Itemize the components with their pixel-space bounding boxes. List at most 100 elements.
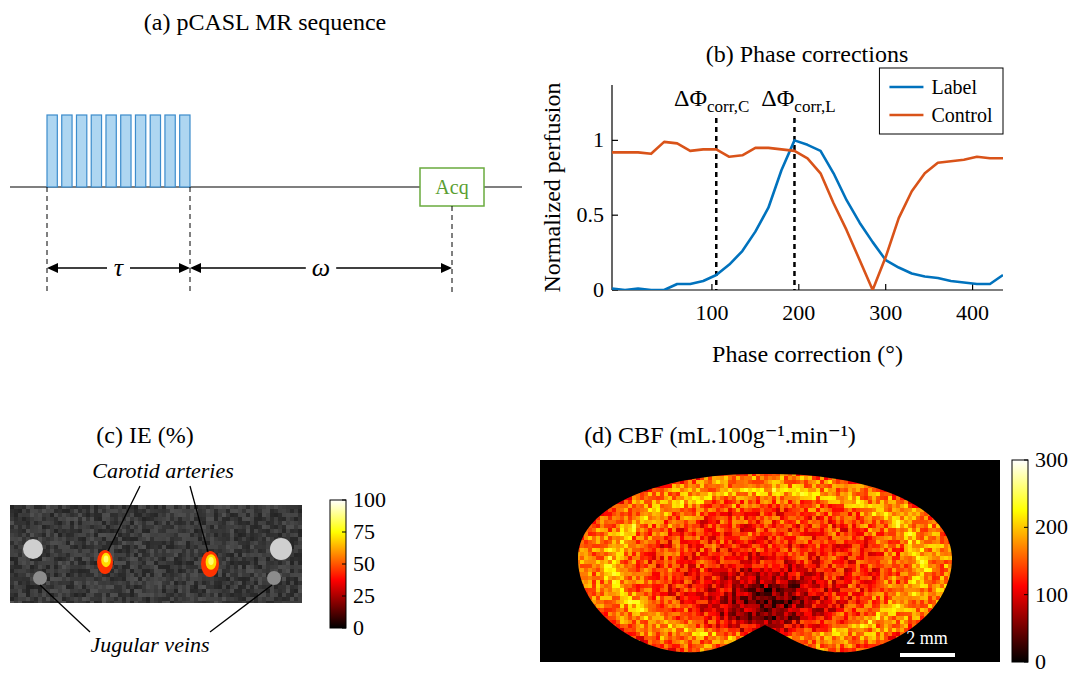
image-pixel: [86, 585, 90, 589]
image-pixel: [82, 553, 86, 557]
image-pixel: [182, 509, 186, 513]
cbf-image-background: [540, 460, 1000, 662]
image-pixel: [186, 581, 190, 585]
image-pixel: [50, 577, 54, 581]
x-axis-title: Phase correction (°): [712, 341, 903, 367]
image-pixel: [258, 581, 262, 585]
image-pixel: [130, 517, 134, 521]
image-pixel: [210, 521, 214, 525]
image-pixel: [190, 573, 194, 577]
image-pixel: [54, 553, 58, 557]
image-pixel: [190, 525, 194, 529]
image-pixel: [74, 521, 78, 525]
image-pixel: [226, 569, 230, 573]
image-pixel: [282, 593, 286, 597]
vein-blob: [33, 571, 47, 585]
image-pixel: [294, 537, 298, 541]
image-pixel: [174, 541, 178, 545]
image-pixel: [146, 601, 150, 603]
cbf-pixel: [580, 504, 584, 508]
image-pixel: [46, 597, 50, 601]
image-pixel: [218, 525, 222, 529]
image-pixel: [114, 517, 118, 521]
image-pixel: [250, 549, 254, 553]
image-pixel: [206, 525, 210, 529]
cbf-pixel: [576, 572, 580, 576]
guide-line: [47, 187, 48, 292]
image-pixel: [274, 529, 278, 533]
y-tick: [612, 140, 618, 141]
image-pixel: [50, 553, 54, 557]
legend-label: Control: [931, 104, 993, 126]
image-pixel: [30, 561, 34, 565]
image-pixel: [54, 573, 58, 577]
image-pixel: [74, 577, 78, 581]
image-pixel: [170, 569, 174, 573]
image-pixel: [210, 505, 214, 509]
image-pixel: [278, 565, 282, 569]
image-pixel: [106, 533, 110, 537]
image-pixel: [38, 537, 42, 541]
image-pixel: [294, 529, 298, 533]
image-pixel: [298, 585, 302, 589]
image-pixel: [94, 549, 98, 553]
image-pixel: [126, 577, 130, 581]
image-pixel: [130, 589, 134, 593]
image-pixel: [266, 601, 270, 603]
image-pixel: [70, 593, 74, 597]
image-pixel: [58, 545, 62, 549]
image-pixel: [170, 589, 174, 593]
image-pixel: [198, 569, 202, 573]
image-pixel: [94, 573, 98, 577]
image-pixel: [30, 581, 34, 585]
image-pixel: [102, 581, 106, 585]
image-pixel: [298, 529, 302, 533]
image-pixel: [106, 525, 110, 529]
cbf-pixel: [576, 600, 580, 604]
image-pixel: [258, 549, 262, 553]
image-pixel: [30, 585, 34, 589]
image-pixel: [202, 545, 206, 549]
image-pixel: [166, 505, 170, 509]
image-pixel: [166, 541, 170, 545]
image-pixel: [26, 565, 30, 569]
image-pixel: [82, 593, 86, 597]
image-pixel: [214, 541, 218, 545]
image-pixel: [218, 549, 222, 553]
image-pixel: [222, 561, 226, 565]
image-pixel: [158, 577, 162, 581]
image-pixel: [138, 557, 142, 561]
cbf-pixel: [580, 516, 584, 520]
image-pixel: [190, 569, 194, 573]
image-pixel: [126, 541, 130, 545]
image-pixel: [46, 581, 50, 585]
image-pixel: [14, 513, 18, 517]
image-pixel: [86, 545, 90, 549]
image-pixel: [246, 505, 250, 509]
image-pixel: [126, 521, 130, 525]
image-pixel: [170, 505, 174, 509]
cbf-pixel: [580, 576, 584, 580]
leader-line: [210, 585, 272, 632]
image-pixel: [34, 601, 38, 603]
image-pixel: [126, 525, 130, 529]
image-pixel: [166, 525, 170, 529]
image-pixel: [166, 529, 170, 533]
image-pixel: [210, 577, 214, 581]
image-pixel: [262, 549, 266, 553]
image-pixel: [218, 601, 222, 603]
image-pixel: [70, 541, 74, 545]
image-pixel: [242, 513, 246, 517]
image-pixel: [150, 505, 154, 509]
image-pixel: [230, 529, 234, 533]
image-pixel: [38, 517, 42, 521]
image-pixel: [58, 509, 62, 513]
cbf-pixel: [576, 584, 580, 588]
image-pixel: [294, 541, 298, 545]
image-pixel: [158, 505, 162, 509]
image-pixel: [266, 513, 270, 517]
image-pixel: [82, 589, 86, 593]
image-pixel: [166, 509, 170, 513]
cbf-pixel: [580, 488, 584, 492]
cbf-pixel: [576, 540, 580, 544]
